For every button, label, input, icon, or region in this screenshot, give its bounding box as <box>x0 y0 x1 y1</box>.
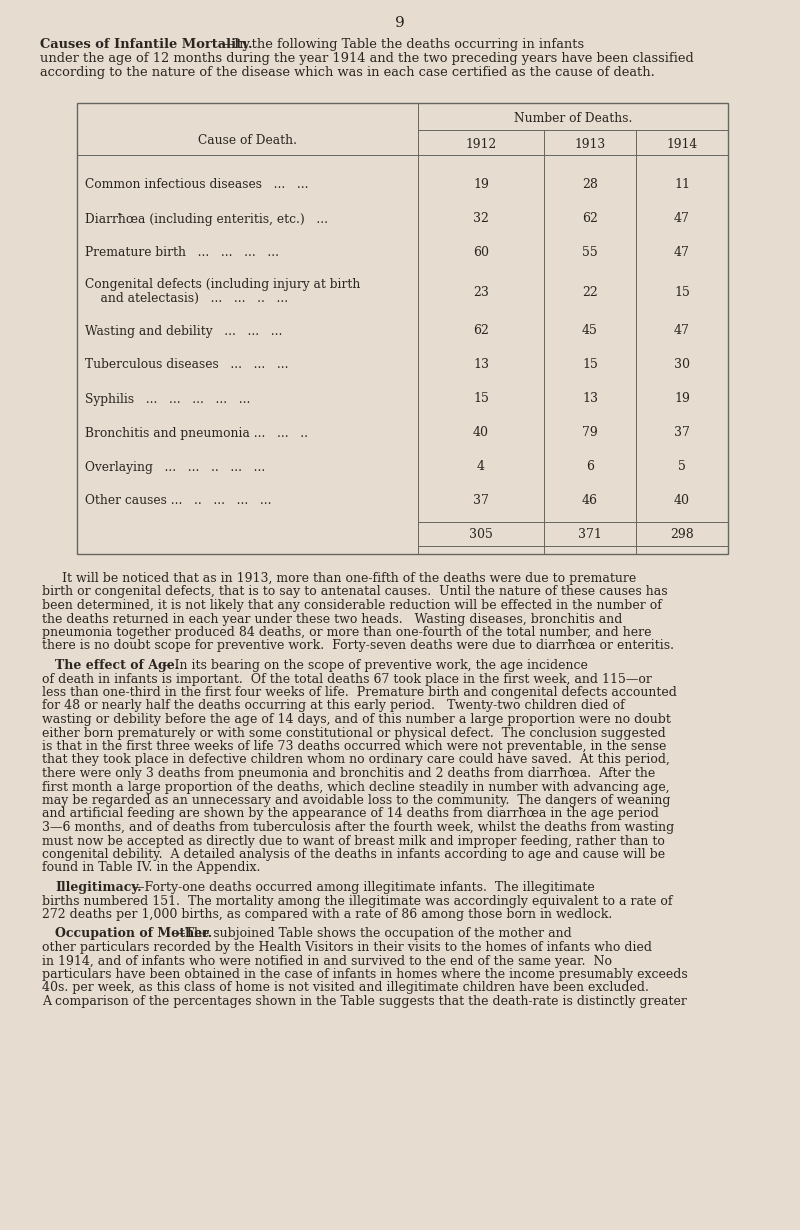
Text: 40s. per week, as this class of home is not visited and illegitimate children ha: 40s. per week, as this class of home is … <box>42 982 649 995</box>
Text: 45: 45 <box>582 325 598 337</box>
Text: 305: 305 <box>469 528 493 540</box>
Text: Causes of Infantile Mortality.: Causes of Infantile Mortality. <box>40 38 253 50</box>
Text: 1912: 1912 <box>466 139 497 151</box>
Text: 19: 19 <box>473 178 489 192</box>
Text: —Forty-one deaths occurred among illegitimate infants.  The illegitimate: —Forty-one deaths occurred among illegit… <box>132 881 594 894</box>
Text: 60: 60 <box>473 246 489 260</box>
Text: the deaths returned in each year under these two heads.   Wasting diseases, bron: the deaths returned in each year under t… <box>42 613 622 626</box>
Text: 3—6 months, and of deaths from tuberculosis after the fourth week, whilst the de: 3—6 months, and of deaths from tuberculo… <box>42 820 674 834</box>
Text: 11: 11 <box>674 178 690 192</box>
Text: Cause of Death.: Cause of Death. <box>198 134 297 148</box>
Text: The effect of Age.: The effect of Age. <box>55 659 179 672</box>
Text: 55: 55 <box>582 246 598 260</box>
Text: 47: 47 <box>674 246 690 260</box>
Text: 79: 79 <box>582 427 598 439</box>
Text: —In the following Table the deaths occurring in infants: —In the following Table the deaths occur… <box>221 38 584 50</box>
Text: 6: 6 <box>586 460 594 474</box>
Text: congenital debility.  A detailed analysis of the deaths in infants according to : congenital debility. A detailed analysis… <box>42 847 665 861</box>
Bar <box>77 103 728 554</box>
Text: and artificial feeding are shown by the appearance of 14 deaths from diarrħœa in: and artificial feeding are shown by the … <box>42 808 659 820</box>
Text: Other causes ...   ..   ...   ...   ...: Other causes ... .. ... ... ... <box>85 494 271 508</box>
Text: in 1914, and of infants who were notified in and survived to the end of the same: in 1914, and of infants who were notifie… <box>42 954 612 968</box>
Text: Overlaying   ...   ...   ..   ...   ...: Overlaying ... ... .. ... ... <box>85 460 266 474</box>
Text: 1914: 1914 <box>666 139 698 151</box>
Text: Number of Deaths.: Number of Deaths. <box>514 112 632 125</box>
Text: 40: 40 <box>473 427 489 439</box>
Text: first month a large proportion of the deaths, which decline steadily in number w: first month a large proportion of the de… <box>42 781 670 793</box>
Text: 46: 46 <box>582 494 598 508</box>
Text: —In its bearing on the scope of preventive work, the age incidence: —In its bearing on the scope of preventi… <box>162 659 588 672</box>
Text: 22: 22 <box>582 285 598 299</box>
Text: that they took place in defective children whom no ordinary care could have save: that they took place in defective childr… <box>42 754 670 766</box>
Text: may be regarded as an unnecessary and avoidable loss to the community.  The dang: may be regarded as an unnecessary and av… <box>42 795 670 807</box>
Text: 47: 47 <box>674 325 690 337</box>
Text: 23: 23 <box>473 285 489 299</box>
Text: other particulars recorded by the Health Visitors in their visits to the homes o: other particulars recorded by the Health… <box>42 941 652 954</box>
Text: less than one-third in the first four weeks of life.  Premature birth and congen: less than one-third in the first four we… <box>42 686 677 699</box>
Text: 19: 19 <box>674 392 690 406</box>
Text: Congenital defects (including injury at birth: Congenital defects (including injury at … <box>85 278 360 292</box>
Text: 298: 298 <box>670 528 694 540</box>
Text: 15: 15 <box>473 392 489 406</box>
Text: 5: 5 <box>678 460 686 474</box>
Text: is that in the first three weeks of life 73 deaths occurred which were not preve: is that in the first three weeks of life… <box>42 740 666 753</box>
Text: must now be accepted as directly due to want of breast milk and improper feeding: must now be accepted as directly due to … <box>42 834 665 847</box>
Text: been determined, it is not likely that any considerable reduction will be effect: been determined, it is not likely that a… <box>42 599 662 613</box>
Text: Bronchitis and pneumonia ...   ...   ..: Bronchitis and pneumonia ... ... .. <box>85 427 308 439</box>
Text: wasting or debility before the age of 14 days, and of this number a large propor: wasting or debility before the age of 14… <box>42 713 671 726</box>
Text: —The subjoined Table shows the occupation of the mother and: —The subjoined Table shows the occupatio… <box>173 927 572 941</box>
Text: 13: 13 <box>582 392 598 406</box>
Text: Illegitimacy.: Illegitimacy. <box>55 881 142 894</box>
Text: under the age of 12 months during the year 1914 and the two preceding years have: under the age of 12 months during the ye… <box>40 52 694 65</box>
Text: and atelectasis)   ...   ...   ..   ...: and atelectasis) ... ... .. ... <box>85 292 288 305</box>
Text: birth or congenital defects, that is to say to antenatal causes.  Until the natu: birth or congenital defects, that is to … <box>42 585 668 599</box>
Text: 15: 15 <box>674 285 690 299</box>
Text: there is no doubt scope for preventive work.  Forty-seven deaths were due to dia: there is no doubt scope for preventive w… <box>42 640 674 652</box>
Text: 30: 30 <box>674 358 690 371</box>
Text: 37: 37 <box>473 494 489 508</box>
Text: 13: 13 <box>473 358 489 371</box>
Text: 62: 62 <box>473 325 489 337</box>
Text: births numbered 151.  The mortality among the illegitimate was accordingly equiv: births numbered 151. The mortality among… <box>42 894 673 908</box>
Text: for 48 or nearly half the deaths occurring at this early period.   Twenty-two ch: for 48 or nearly half the deaths occurri… <box>42 700 625 712</box>
Text: 32: 32 <box>473 213 489 225</box>
Text: 272 deaths per 1,000 births, as compared with a rate of 86 among those born in w: 272 deaths per 1,000 births, as compared… <box>42 908 612 921</box>
Text: 371: 371 <box>578 528 602 540</box>
Text: Occupation of Mother.: Occupation of Mother. <box>55 927 212 941</box>
Text: 15: 15 <box>582 358 598 371</box>
Text: 62: 62 <box>582 213 598 225</box>
Text: 4: 4 <box>477 460 485 474</box>
Text: 28: 28 <box>582 178 598 192</box>
Text: Wasting and debility   ...   ...   ...: Wasting and debility ... ... ... <box>85 325 282 337</box>
Text: of death in infants is important.  Of the total deaths 67 took place in the firs: of death in infants is important. Of the… <box>42 673 652 685</box>
Text: 1913: 1913 <box>574 139 606 151</box>
Text: found in Table IV. in the Appendix.: found in Table IV. in the Appendix. <box>42 861 260 875</box>
Text: according to the nature of the disease which was in each case certified as the c: according to the nature of the disease w… <box>40 65 655 79</box>
Text: Common infectious diseases   ...   ...: Common infectious diseases ... ... <box>85 178 309 192</box>
Text: 37: 37 <box>674 427 690 439</box>
Text: 40: 40 <box>674 494 690 508</box>
Text: particulars have been obtained in the case of infants in homes where the income : particulars have been obtained in the ca… <box>42 968 688 982</box>
Text: Diarrħœa (including enteritis, etc.)   ...: Diarrħœa (including enteritis, etc.) ... <box>85 213 328 225</box>
Text: It will be noticed that as in 1913, more than one-fifth of the deaths were due t: It will be noticed that as in 1913, more… <box>42 572 636 585</box>
Text: A comparison of the percentages shown in the Table suggests that the death-rate : A comparison of the percentages shown in… <box>42 995 687 1009</box>
Text: 9: 9 <box>395 16 405 30</box>
Text: there were only 3 deaths from pneumonia and bronchitis and 2 deaths from diarrħœ: there were only 3 deaths from pneumonia … <box>42 768 655 780</box>
Text: Tuberculous diseases   ...   ...   ...: Tuberculous diseases ... ... ... <box>85 358 289 371</box>
Text: Premature birth   ...   ...   ...   ...: Premature birth ... ... ... ... <box>85 246 279 260</box>
Text: 47: 47 <box>674 213 690 225</box>
Text: pneumonia together produced 84 deaths, or more than one-fourth of the total numb: pneumonia together produced 84 deaths, o… <box>42 626 651 640</box>
Text: either born prematurely or with some constitutional or physical defect.  The con: either born prematurely or with some con… <box>42 727 666 739</box>
Text: Syphilis   ...   ...   ...   ...   ...: Syphilis ... ... ... ... ... <box>85 392 250 406</box>
